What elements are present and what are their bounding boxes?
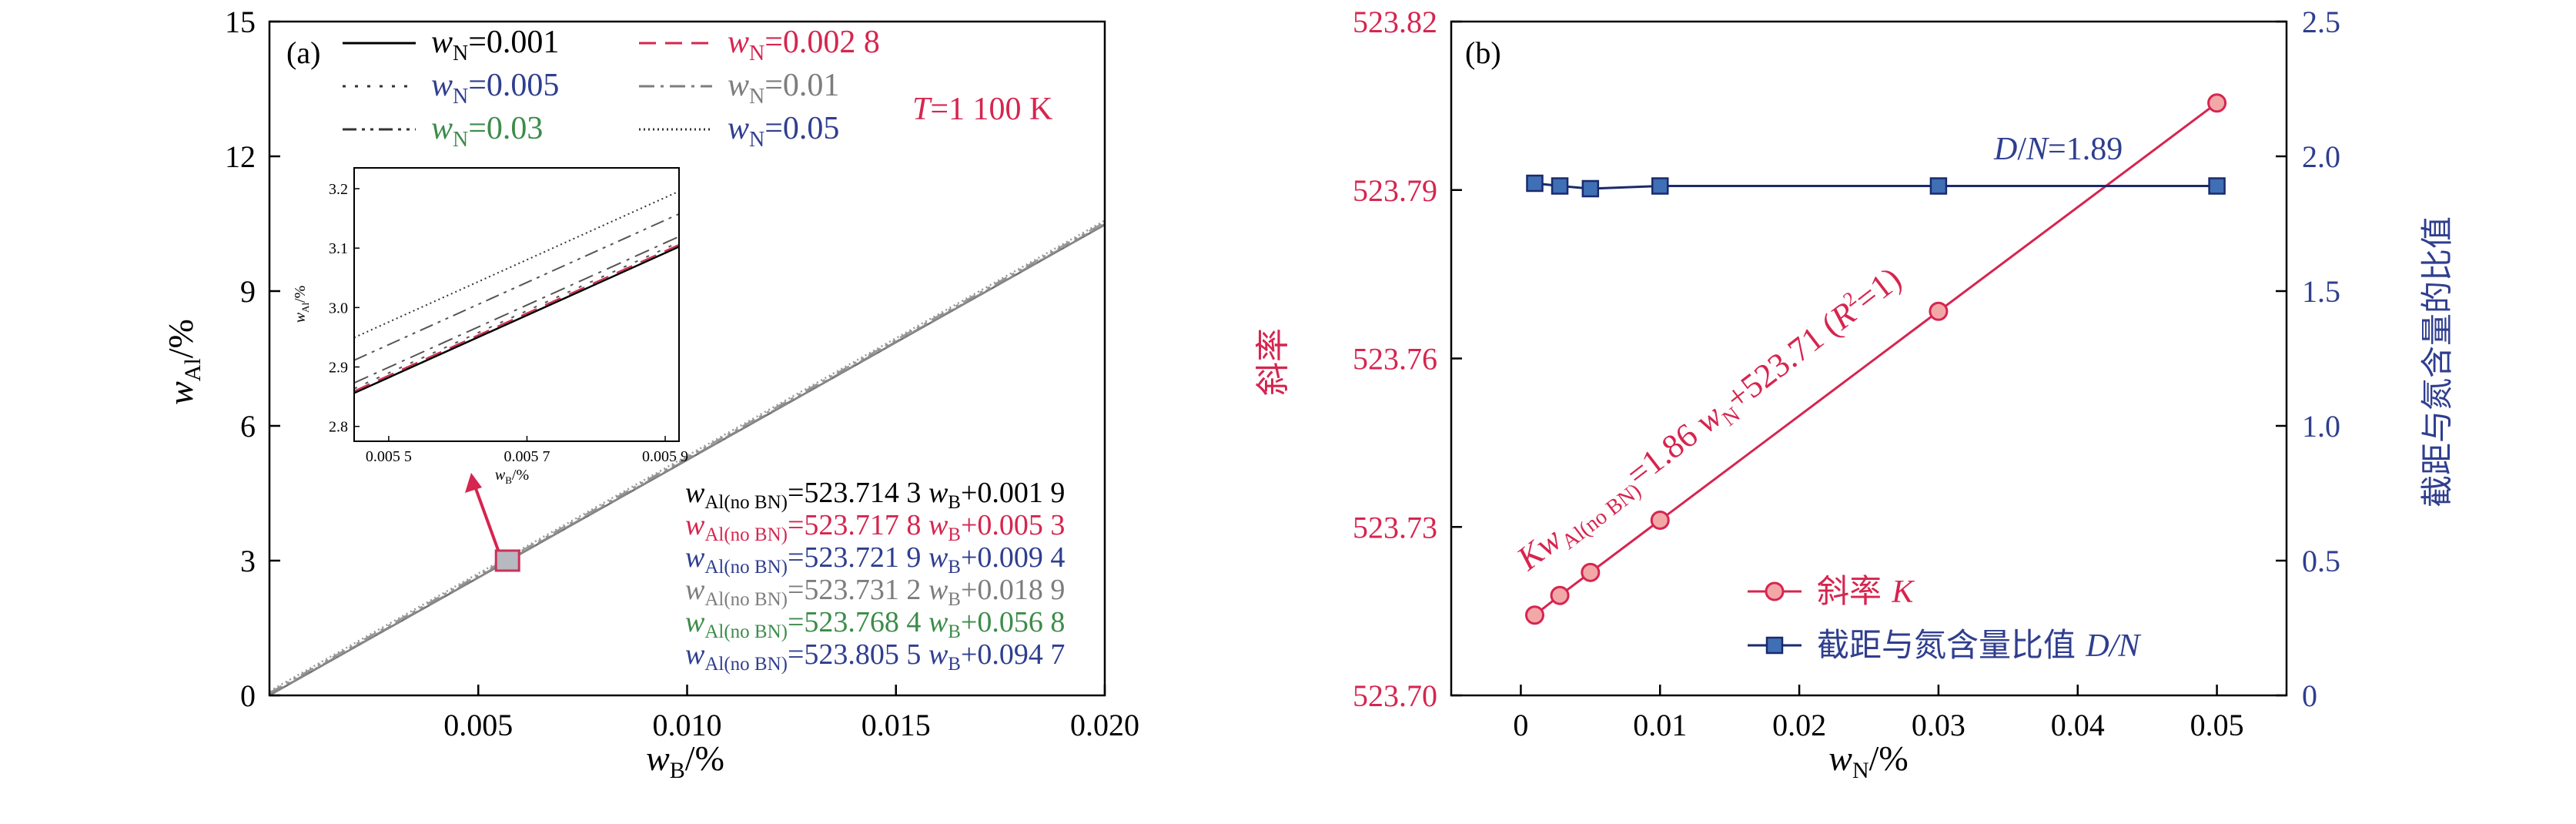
inset-series-line-1	[353, 243, 680, 392]
ratio-point-4	[1929, 177, 1948, 195]
zoom-arrow-head	[465, 473, 482, 493]
y-tick-label-0: 0	[240, 678, 256, 713]
inset-series-line-3	[353, 236, 680, 384]
b-x-tick-label-2: 0.02	[1772, 708, 1826, 742]
panel-a-series-lines	[269, 219, 1106, 696]
equation-4: wAl(no BN)=523.768 4 wB+0.056 8	[685, 606, 1065, 642]
inset-frame	[353, 167, 680, 442]
b-x-tick-label-3: 0.03	[1912, 708, 1965, 742]
x-tick-label-1: 0.010	[653, 708, 722, 742]
b-x-tick-label-5: 0.05	[2190, 708, 2244, 742]
equation-2: wAl(no BN)=523.721 9 wB+0.009 4	[685, 541, 1065, 578]
panel-b-left-axis-label: 斜率	[1253, 328, 1293, 396]
legend-label-0: wN=0.001	[431, 25, 559, 65]
inset-x-tick-label-1: 0.005 7	[503, 448, 550, 465]
ratio-point-3	[1651, 177, 1669, 195]
inset-y-tick-label-0: 2.8	[329, 419, 348, 436]
ratio-point-5	[2208, 177, 2226, 195]
equation-0: wAl(no BN)=523.714 3 wB+0.001 9	[685, 477, 1065, 513]
zoom-arrow-line	[473, 484, 500, 553]
slope-point-2	[1581, 562, 1601, 582]
inset-x-tick-label-0: 0.005 5	[366, 448, 412, 465]
b-right-tick-label-3: 1.5	[2302, 274, 2340, 309]
dn-ratio-label: D/N=1.89	[1993, 132, 2123, 167]
b-left-tick-label-0: 523.70	[1353, 678, 1437, 713]
y-tick-label-4: 12	[225, 139, 256, 174]
b-x-tick-label-0: 0	[1513, 708, 1528, 742]
panel-a-y-axis-label: wAl/%	[161, 319, 206, 405]
ratio-point-1	[1551, 177, 1569, 195]
b-left-tick-label-1: 523.73	[1353, 510, 1437, 544]
b-right-tick-label-5: 2.5	[2302, 5, 2340, 39]
b-right-tick-label-1: 0.5	[2302, 544, 2340, 578]
equation-3: wAl(no BN)=523.731 2 wB+0.018 9	[685, 574, 1065, 610]
series-line-3	[269, 223, 1106, 695]
b-x-tick-label-1: 0.01	[1633, 708, 1687, 742]
legend-label-3: wN=0.01	[728, 68, 839, 109]
x-tick-label-2: 0.015	[861, 708, 931, 742]
inset-series-line-2	[353, 241, 680, 390]
panel-a: 0.005 0.010 0.015 0.020 0 3 6 9 12 15 (a) wB/% w…	[161, 5, 1139, 783]
slope-series-line	[1534, 102, 2218, 616]
inset-x-axis-label: wB/%	[495, 467, 529, 486]
panel-a-temperature-label: T=1 100 K	[912, 92, 1052, 127]
ratio-point-2	[1581, 179, 1600, 198]
inset-y-tick-label-2: 3.0	[329, 300, 348, 317]
legend-ratio-marker	[1765, 636, 1784, 655]
y-tick-label-3: 9	[240, 274, 256, 309]
b-left-tick-label-2: 523.76	[1353, 342, 1437, 377]
inset-y-tick-label-4: 3.2	[329, 181, 348, 198]
inset-y-tick-label-3: 3.1	[329, 240, 348, 257]
x-tick-label-3: 0.020	[1070, 708, 1139, 742]
legend-label-4: wN=0.03	[431, 111, 543, 152]
inset-background	[354, 168, 679, 441]
slope-point-4	[1929, 301, 1949, 321]
panel-b-right-axis-label: 截距与氮含量的比值	[2418, 216, 2456, 507]
legend-slope-label: 斜率 K	[1817, 572, 1915, 610]
legend-slope-marker	[1765, 581, 1785, 601]
slope-point-3	[1650, 511, 1670, 530]
panel-b: 0 0.01 0.02 0.03 0.04 0.05 523.70 523.73 523.76…	[1253, 5, 2456, 783]
b-x-tick-label-4: 0.04	[2051, 708, 2105, 742]
inset-series-line-4	[353, 213, 680, 361]
slope-point-5	[2207, 93, 2227, 113]
b-left-tick-label-3: 523.79	[1353, 173, 1437, 208]
inset-y-tick-label-1: 2.9	[329, 360, 348, 377]
legend-label-2: wN=0.005	[431, 68, 559, 109]
panel-b-legend: 斜率 K 截距与氮含量比值 D/N	[1748, 572, 2141, 664]
equation-5: wAl(no BN)=523.805 5 wB+0.094 7	[685, 638, 1065, 675]
inset-y-axis-label: wAl/%	[292, 286, 311, 323]
y-tick-label-2: 6	[240, 409, 256, 444]
legend-label-5: wN=0.05	[728, 111, 839, 152]
legend-ratio-label: 截距与氮含量比值 D/N	[1817, 626, 2141, 664]
inset-series-line-5	[353, 190, 680, 339]
slope-point-1	[1550, 585, 1570, 605]
ratio-point-0	[1526, 174, 1544, 193]
y-tick-label-5: 15	[225, 5, 256, 39]
ratio-series-line	[1534, 182, 2217, 190]
series-line-4	[269, 221, 1106, 694]
x-tick-label-0: 0.005	[443, 708, 513, 742]
b-left-tick-label-4: 523.82	[1353, 5, 1437, 39]
legend-label-1: wN=0.002 8	[728, 25, 880, 65]
panel-a-label: (a)	[286, 35, 320, 70]
panel-b-x-axis-label: wN/%	[1828, 739, 1908, 783]
b-right-tick-label-2: 1.0	[2302, 409, 2340, 444]
panel-b-label: (b)	[1465, 35, 1501, 70]
inset-x-tick-label-2: 0.005 9	[642, 448, 688, 465]
y-tick-label-1: 3	[240, 544, 256, 578]
b-right-tick-label-0: 0	[2302, 678, 2317, 713]
b-right-tick-label-4: 2.0	[2302, 139, 2340, 174]
slope-point-0	[1525, 605, 1544, 625]
fit-equation-label: KwAl(no BN)=1.86 wN+523.71 (R2=1)	[1508, 258, 1912, 582]
zoom-box-marker	[494, 549, 520, 572]
equation-1: wAl(no BN)=523.717 8 wB+0.005 3	[685, 509, 1065, 545]
inset-series-line-0	[353, 246, 680, 394]
panel-a-inset-zoom: 0.005 5 0.005 7 0.005 9 2.8 2.9 3.0 3.1 3.2 wB…	[292, 167, 688, 486]
panel-a-legend: wN=0.001 wN=0.002 8 wN=0.005 wN=0.01 wN=0.03…	[343, 25, 880, 152]
panel-a-x-axis-label: wB/%	[646, 739, 724, 783]
